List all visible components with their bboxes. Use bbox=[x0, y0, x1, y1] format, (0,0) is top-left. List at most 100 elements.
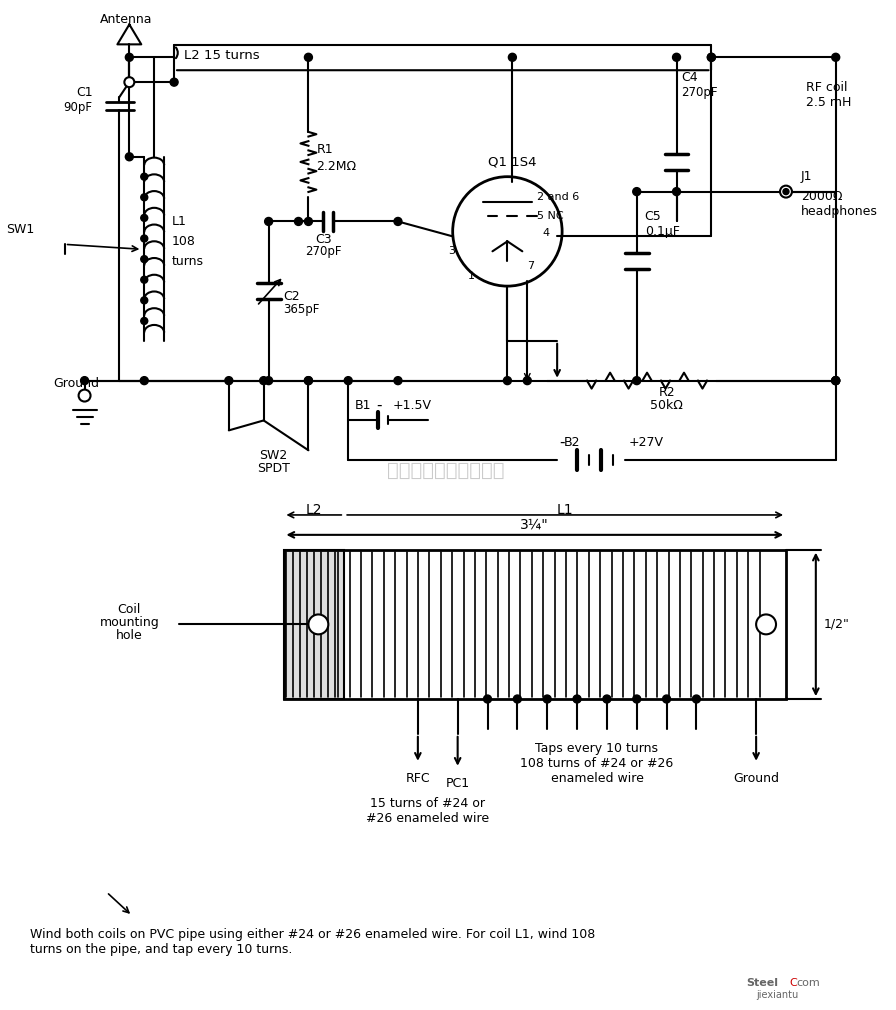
Circle shape bbox=[523, 377, 531, 385]
Text: Coil: Coil bbox=[117, 603, 141, 616]
Circle shape bbox=[81, 377, 89, 385]
Text: headphones: headphones bbox=[801, 205, 878, 218]
Text: L2 15 turns: L2 15 turns bbox=[184, 48, 260, 62]
Text: +27V: +27V bbox=[629, 436, 664, 448]
Circle shape bbox=[394, 377, 402, 385]
Circle shape bbox=[260, 377, 268, 385]
Text: 杭州将睿科技有限公司: 杭州将睿科技有限公司 bbox=[387, 461, 504, 480]
Text: 50kΩ: 50kΩ bbox=[650, 399, 683, 412]
Circle shape bbox=[633, 695, 641, 703]
Text: L1: L1 bbox=[556, 503, 573, 517]
Text: 3: 3 bbox=[448, 246, 454, 257]
Circle shape bbox=[780, 186, 792, 198]
Circle shape bbox=[504, 377, 512, 385]
Circle shape bbox=[633, 188, 641, 196]
Text: 270pF: 270pF bbox=[306, 244, 341, 258]
Circle shape bbox=[125, 77, 134, 87]
Circle shape bbox=[663, 695, 670, 703]
Text: 2.2MΩ: 2.2MΩ bbox=[316, 161, 357, 174]
Circle shape bbox=[141, 297, 148, 304]
Text: J1: J1 bbox=[801, 170, 813, 183]
Text: 108: 108 bbox=[172, 235, 196, 247]
Text: B1: B1 bbox=[355, 399, 371, 412]
Circle shape bbox=[305, 377, 313, 385]
Circle shape bbox=[264, 217, 272, 225]
Circle shape bbox=[141, 235, 148, 242]
Text: Antenna: Antenna bbox=[99, 13, 152, 26]
Circle shape bbox=[305, 217, 313, 225]
Circle shape bbox=[305, 377, 313, 385]
Circle shape bbox=[831, 377, 840, 385]
Text: turns: turns bbox=[172, 255, 204, 268]
Text: 1/2": 1/2" bbox=[823, 618, 849, 631]
Circle shape bbox=[125, 153, 134, 161]
Text: com: com bbox=[796, 978, 820, 988]
Circle shape bbox=[264, 377, 272, 385]
Circle shape bbox=[707, 54, 715, 62]
Circle shape bbox=[125, 54, 134, 62]
Circle shape bbox=[673, 54, 681, 62]
Circle shape bbox=[141, 214, 148, 221]
Text: #26 enameled wire: #26 enameled wire bbox=[366, 812, 489, 825]
Text: SPDT: SPDT bbox=[257, 462, 290, 475]
Text: RFC: RFC bbox=[406, 772, 430, 785]
Text: 2000Ω: 2000Ω bbox=[801, 190, 842, 203]
Circle shape bbox=[603, 695, 611, 703]
Text: Taps every 10 turns: Taps every 10 turns bbox=[536, 742, 659, 755]
Circle shape bbox=[543, 695, 551, 703]
Circle shape bbox=[170, 78, 178, 86]
Circle shape bbox=[79, 390, 90, 402]
Text: R2: R2 bbox=[659, 386, 675, 399]
Circle shape bbox=[141, 173, 148, 180]
Circle shape bbox=[141, 317, 148, 324]
Circle shape bbox=[573, 695, 581, 703]
Text: C: C bbox=[789, 978, 797, 988]
Circle shape bbox=[308, 614, 328, 634]
Text: 3¼": 3¼" bbox=[520, 518, 548, 532]
Text: -: - bbox=[376, 398, 382, 413]
Circle shape bbox=[141, 277, 148, 283]
Circle shape bbox=[141, 256, 148, 263]
Text: 7: 7 bbox=[528, 262, 534, 272]
Bar bbox=[283, 549, 344, 699]
Text: 270pF: 270pF bbox=[682, 86, 718, 99]
Circle shape bbox=[484, 695, 492, 703]
Circle shape bbox=[673, 188, 681, 196]
Text: 4: 4 bbox=[542, 228, 549, 238]
Circle shape bbox=[225, 377, 233, 385]
Circle shape bbox=[513, 695, 521, 703]
Circle shape bbox=[693, 695, 701, 703]
Text: SW1: SW1 bbox=[6, 223, 35, 236]
Circle shape bbox=[305, 54, 313, 62]
Text: C2: C2 bbox=[283, 290, 300, 303]
Text: 5 NC: 5 NC bbox=[538, 211, 564, 221]
Circle shape bbox=[344, 377, 352, 385]
Text: mounting: mounting bbox=[99, 616, 159, 629]
Text: 2.5 mH: 2.5 mH bbox=[806, 96, 851, 108]
Circle shape bbox=[394, 217, 402, 225]
Text: L2: L2 bbox=[306, 503, 322, 517]
Text: R1: R1 bbox=[316, 143, 333, 157]
Text: 2 and 6: 2 and 6 bbox=[538, 192, 580, 202]
Text: 1: 1 bbox=[468, 271, 475, 281]
Circle shape bbox=[831, 54, 840, 62]
Circle shape bbox=[633, 377, 641, 385]
Text: 0.1μF: 0.1μF bbox=[645, 225, 679, 238]
Text: +1.5V: +1.5V bbox=[393, 399, 432, 412]
Circle shape bbox=[783, 189, 789, 195]
Circle shape bbox=[508, 54, 516, 62]
Text: enameled wire: enameled wire bbox=[550, 772, 643, 785]
Text: C5: C5 bbox=[645, 210, 661, 223]
Text: Steel: Steel bbox=[746, 978, 779, 988]
Text: 108 turns of #24 or #26: 108 turns of #24 or #26 bbox=[521, 758, 674, 771]
Text: jiexiantu: jiexiantu bbox=[756, 991, 798, 1001]
Text: C4: C4 bbox=[682, 71, 698, 84]
Text: Wind both coils on PVC pipe using either #24 or #26 enameled wire. For coil L1, : Wind both coils on PVC pipe using either… bbox=[30, 928, 595, 955]
Text: C1: C1 bbox=[76, 86, 92, 99]
Text: RF coil: RF coil bbox=[806, 81, 848, 94]
Text: 90pF: 90pF bbox=[64, 101, 92, 113]
Circle shape bbox=[756, 614, 776, 634]
Circle shape bbox=[831, 377, 840, 385]
Text: Ground: Ground bbox=[733, 772, 780, 785]
Text: -: - bbox=[559, 435, 564, 449]
